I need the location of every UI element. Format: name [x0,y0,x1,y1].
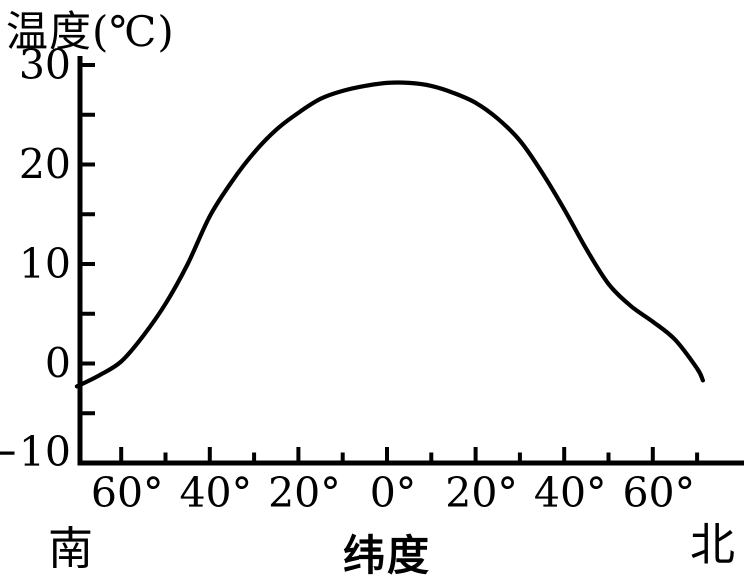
x-tick-label: 40° [534,469,607,517]
y-tick-label: 20 [19,141,71,189]
temperature-curve [74,80,705,389]
y-tick-label: 0 [45,340,71,388]
x-tick-label: 20° [268,469,341,517]
axes [77,56,744,466]
chart-title: 温度(℃) [6,7,175,56]
y-tick-label: 10 [19,240,71,288]
x-tick-label: 0° [370,469,417,517]
y-tick-label: −10 [0,428,71,476]
north-label: 北 [690,518,736,571]
tick-marks [82,63,700,461]
x-tick-label: 40° [179,469,252,517]
x-tick-label: 60° [91,469,164,517]
tick-labels: 30 20 10 0 −10 60° 40° 20° 0° 20° 40° 60° [0,41,695,517]
x-tick-label: 60° [622,469,695,517]
x-axis-label: 纬度 [342,531,431,575]
south-label: 南 [48,522,94,575]
x-tick-label: 20° [445,469,518,517]
y-tick-label: 30 [19,41,71,89]
